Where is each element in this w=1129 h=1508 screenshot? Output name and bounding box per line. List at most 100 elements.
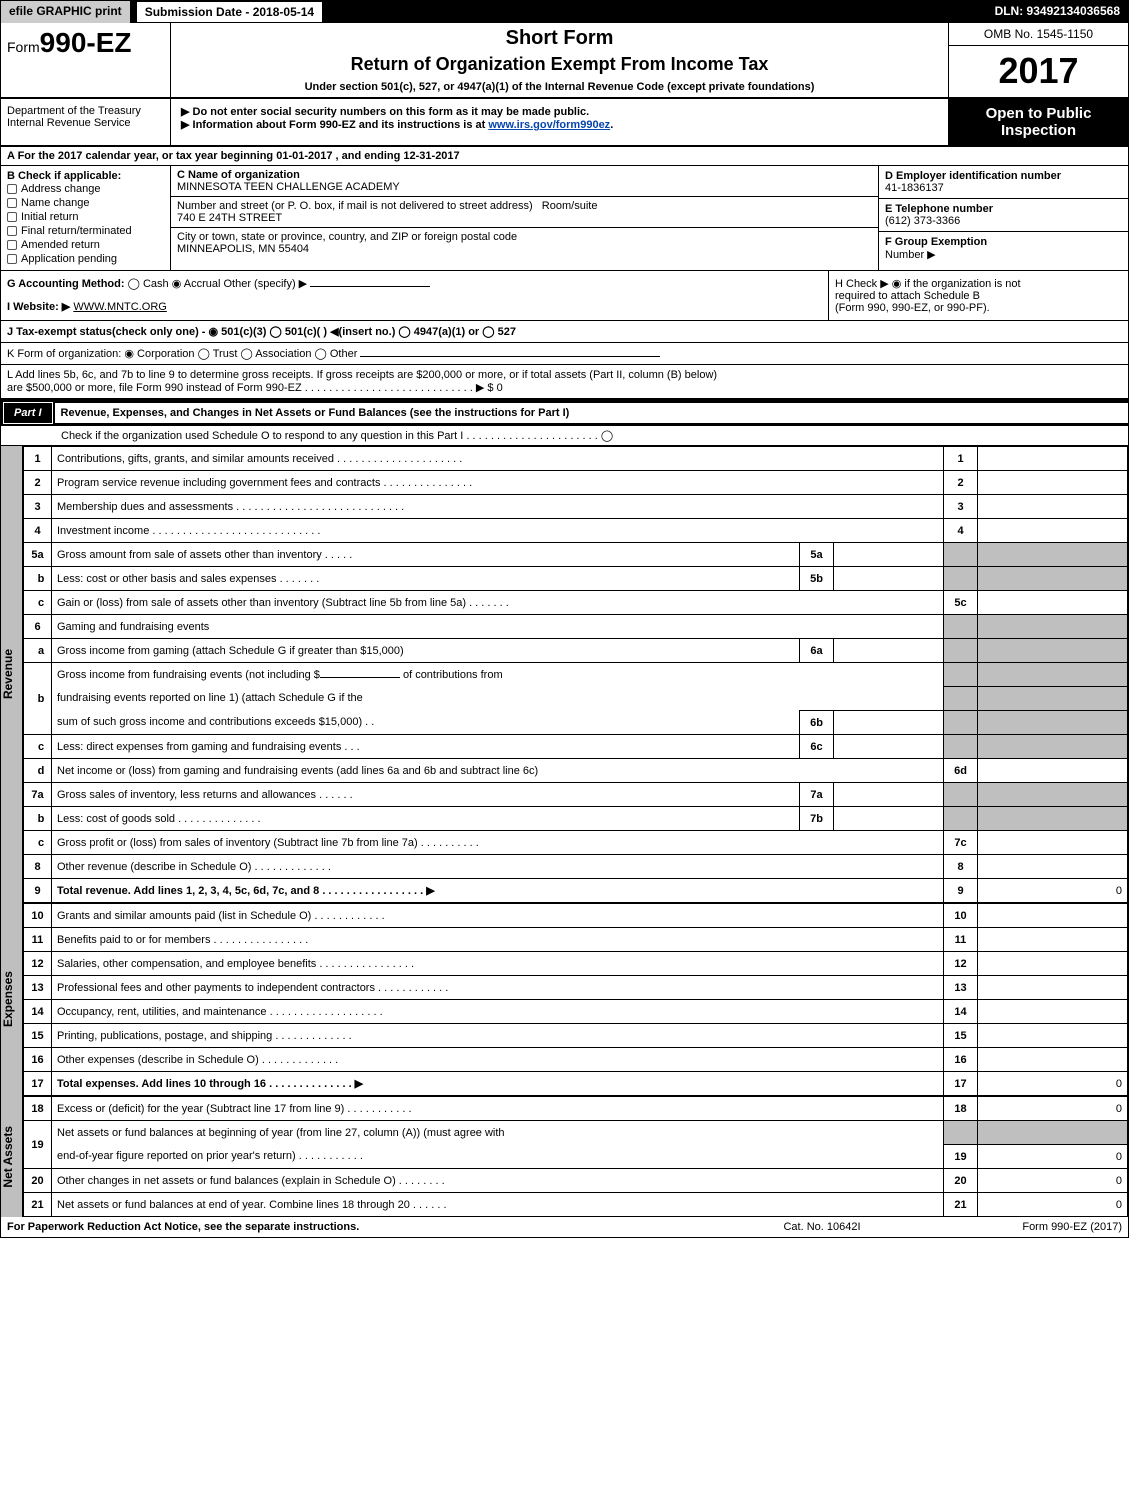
l14-desc: Occupancy, rent, utilities, and maintena… [52,1000,944,1024]
l6d-desc: Net income or (loss) from gaming and fun… [52,759,944,783]
j-text: J Tax-exempt status(check only one) - ◉ … [7,326,516,338]
line-7c: cGross profit or (loss) from sales of in… [24,831,1128,855]
line-7a: 7aGross sales of inventory, less returns… [24,783,1128,807]
l16-value [978,1048,1128,1072]
line-18: 18Excess or (deficit) for the year (Subt… [24,1097,1128,1121]
l6b-mid: of contributions from [400,669,503,681]
checkbox-icon[interactable] [7,226,17,236]
c-city-row: City or town, state or province, country… [171,228,878,258]
line-15: 15Printing, publications, postage, and s… [24,1024,1128,1048]
revenue-section: Revenue 1Contributions, gifts, grants, a… [1,446,1128,903]
checkbox-icon[interactable] [7,184,17,194]
checkbox-icon[interactable] [7,198,17,208]
inspection: Inspection [953,122,1124,139]
dept-treasury: Department of the Treasury [7,105,164,117]
line-3: 3Membership dues and assessments . . . .… [24,495,1128,519]
section-k: K Form of organization: ◉ Corporation ◯ … [1,343,1128,365]
l9-desc: Total revenue. Add lines 1, 2, 3, 4, 5c,… [52,879,944,903]
c-street-label: Number and street (or P. O. box, if mail… [177,200,533,212]
f-label: F Group Exemption [885,236,987,248]
l13-desc: Professional fees and other payments to … [52,976,944,1000]
l3-desc: Membership dues and assessments . . . . … [52,495,944,519]
instr-pre: ▶ Information about Form 990-EZ and its … [181,119,488,131]
row-gh: G Accounting Method: ◯ Cash ◉ Accrual Ot… [1,271,1128,321]
chk-name-change[interactable]: Name change [7,196,164,210]
line-6b-3: sum of such gross income and contributio… [24,711,1128,735]
k-other-input[interactable] [360,356,660,357]
c-street-row: Number and street (or P. O. box, if mail… [171,197,878,228]
c-name-value: MINNESOTA TEEN CHALLENGE ACADEMY [177,181,872,193]
line-19b: end-of-year figure reported on prior yea… [24,1145,1128,1169]
k-text: K Form of organization: ◉ Corporation ◯ … [7,348,357,360]
revenue-label: Revenue [1,649,22,699]
line-9: 9Total revenue. Add lines 1, 2, 3, 4, 5c… [24,879,1128,903]
i-label: I Website: ▶ [7,301,70,313]
c-name-label: C Name of organization [177,169,872,181]
e-phone-value: (612) 373-3366 [885,215,1122,227]
open-public-box: Open to Public Inspection [948,99,1128,145]
g-other-input[interactable] [310,286,430,287]
section-g: G Accounting Method: ◯ Cash ◉ Accrual Ot… [1,271,828,320]
form-number-box: Form990-EZ [1,23,171,97]
line-5b: bLess: cost or other basis and sales exp… [24,567,1128,591]
line-5a: 5aGross amount from sale of assets other… [24,543,1128,567]
form-990ez-page: efile GRAPHIC print Submission Date - 20… [0,0,1129,1238]
e-label: E Telephone number [885,203,1122,215]
line-8: 8Other revenue (describe in Schedule O) … [24,855,1128,879]
omb-year-box: OMB No. 1545-1150 2017 [948,23,1128,97]
open-to-public: Open to Public [953,105,1124,122]
l6d-value [978,759,1128,783]
chk-label: Amended return [21,239,100,251]
line-17: 17Total expenses. Add lines 10 through 1… [24,1072,1128,1096]
l6b-value [834,711,944,735]
c-city-label: City or town, state or province, country… [177,231,872,243]
chk-initial-return[interactable]: Initial return [7,210,164,224]
chk-application-pending[interactable]: Application pending [7,252,164,266]
line-6a: aGross income from gaming (attach Schedu… [24,639,1128,663]
line-11: 11Benefits paid to or for members . . . … [24,928,1128,952]
chk-final-return[interactable]: Final return/terminated [7,224,164,238]
block-bcde: B Check if applicable: Address change Na… [1,166,1128,271]
checkbox-icon[interactable] [7,240,17,250]
l5c-desc: Gain or (loss) from sale of assets other… [52,591,944,615]
irs-link[interactable]: www.irs.gov/form990ez [488,119,610,131]
l6c-desc: Less: direct expenses from gaming and fu… [52,735,800,759]
h-line2: required to attach Schedule B [835,290,1122,302]
line-6d: dNet income or (loss) from gaming and fu… [24,759,1128,783]
l7c-value [978,831,1128,855]
topbar: efile GRAPHIC print Submission Date - 20… [1,1,1128,23]
l6a-value [834,639,944,663]
chk-label: Name change [21,197,90,209]
instruction-ssn: ▶ Do not enter social security numbers o… [181,105,938,118]
i-website[interactable]: WWW.MNTC.ORG [73,301,166,313]
expenses-label: Expenses [1,971,22,1027]
dept-row: Department of the Treasury Internal Reve… [1,99,1128,147]
l2-value [978,471,1128,495]
d-label: D Employer identification number [885,170,1122,182]
section-b-checkboxes: B Check if applicable: Address change Na… [1,166,171,270]
line-12: 12Salaries, other compensation, and empl… [24,952,1128,976]
chk-label: Address change [21,183,101,195]
chk-address-change[interactable]: Address change [7,182,164,196]
l13-value [978,976,1128,1000]
l17-desc: Total expenses. Add lines 10 through 16 … [52,1072,944,1096]
l21-desc: Net assets or fund balances at end of ye… [52,1193,944,1217]
l21-value: 0 [978,1193,1128,1217]
line-6b-2: fundraising events reported on line 1) (… [24,687,1128,711]
line-6c: cLess: direct expenses from gaming and f… [24,735,1128,759]
chk-label: Application pending [21,253,117,265]
chk-amended-return[interactable]: Amended return [7,238,164,252]
checkbox-icon[interactable] [7,254,17,264]
l5c-value [978,591,1128,615]
section-c-org-info: C Name of organization MINNESOTA TEEN CH… [171,166,878,270]
a-pre: A For the 2017 calendar year, or tax yea… [7,150,276,162]
checkbox-icon[interactable] [7,212,17,222]
l7a-value [834,783,944,807]
l6b-amount-input[interactable] [320,677,400,678]
instruction-link-line: ▶ Information about Form 990-EZ and its … [181,118,938,131]
l5b-value [834,567,944,591]
l14-value [978,1000,1128,1024]
footer-form-text: Form 990-EZ (2017) [1022,1221,1122,1233]
l6b-desc3: sum of such gross income and contributio… [52,711,800,735]
l7b-value [834,807,944,831]
